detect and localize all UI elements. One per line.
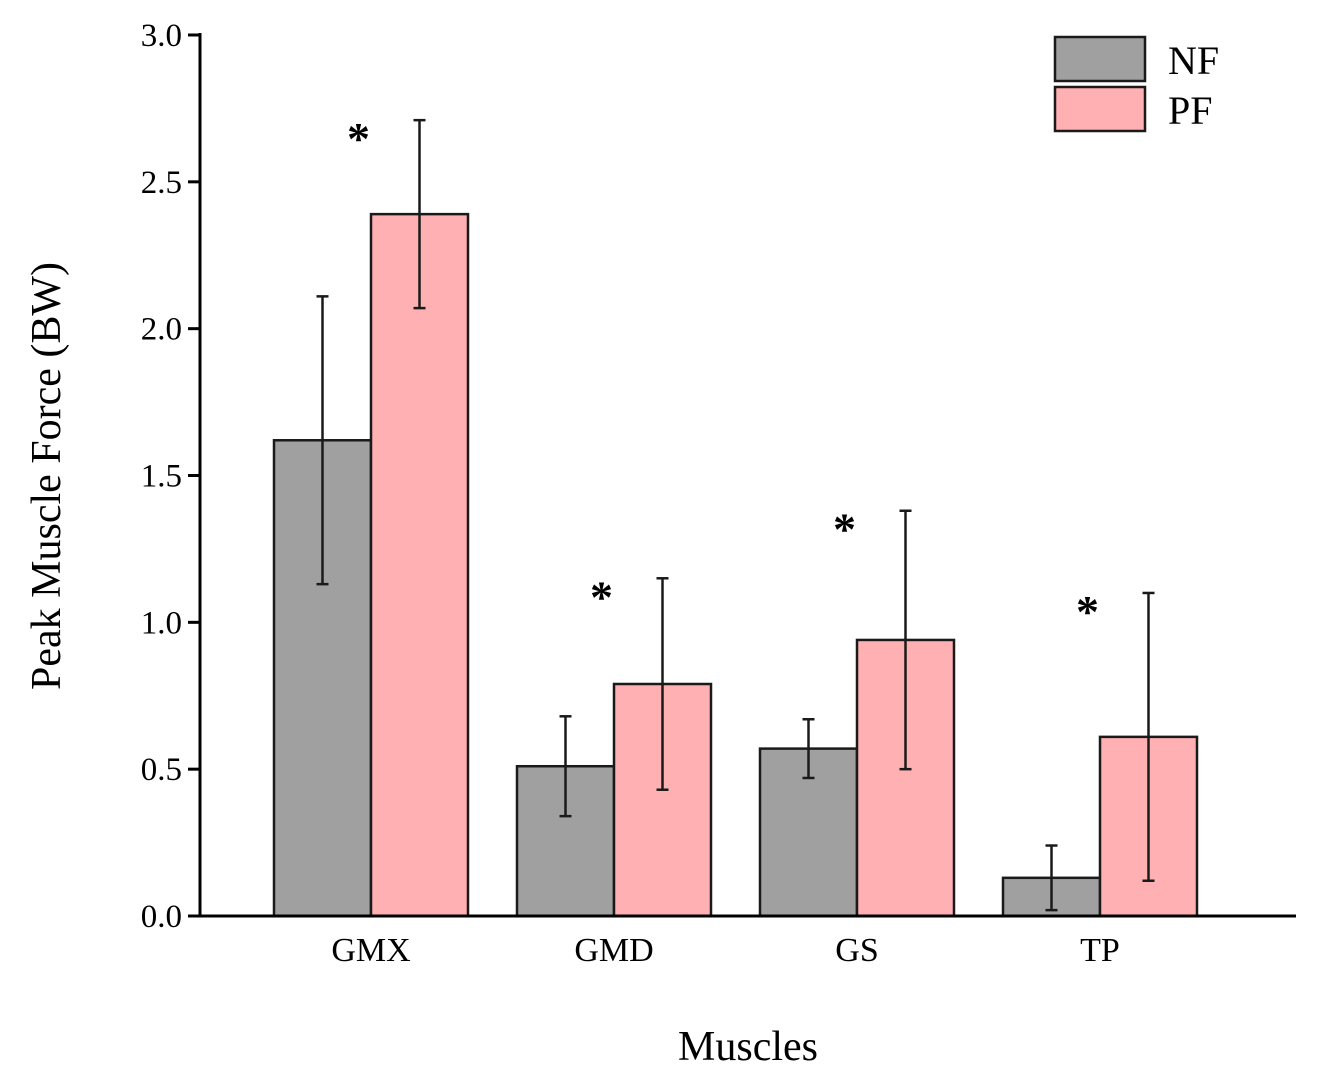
legend-label-nf: NF [1168, 38, 1219, 83]
x-tick-label-gmd: GMD [574, 932, 653, 969]
x-tick-label-gmx: GMX [331, 932, 410, 969]
y-tick-label-2.5: 2.5 [141, 165, 182, 201]
x-tick-label-gs: GS [835, 932, 878, 969]
legend-swatch-pf [1053, 85, 1147, 133]
x-axis-title: Muscles [678, 1024, 818, 1070]
y-tick-label-1.0: 1.0 [141, 605, 182, 641]
error-bar-pf-gmd [656, 577, 669, 791]
y-tick-label-3.0: 3.0 [141, 18, 182, 54]
y-tick-label-1.5: 1.5 [141, 459, 182, 495]
error-bars-layer [316, 118, 1155, 912]
legend: NF PF [1053, 35, 1219, 133]
y-tick-label-0.5: 0.5 [141, 752, 182, 788]
significance-markers-layer: * * * * [347, 113, 1099, 637]
error-bar-nf-tp [1045, 844, 1058, 912]
y-axis-title: Peak Muscle Force (BW) [24, 262, 70, 690]
bar-pf-gmx [369, 212, 470, 918]
bars-layer [272, 212, 1199, 918]
error-bar-nf-gs [802, 717, 815, 780]
y-tick-label-0.0: 0.0 [141, 899, 182, 935]
significance-marker-gmd: * [590, 571, 613, 622]
significance-marker-gs: * [833, 504, 856, 555]
significance-marker-gmx: * [347, 113, 370, 164]
error-bar-pf-tp [1142, 591, 1155, 883]
y-tick-label-2.0: 2.0 [141, 312, 182, 348]
legend-label-pf: PF [1168, 88, 1213, 133]
error-bar-pf-gs [899, 509, 912, 771]
x-tick-label-tp: TP [1080, 932, 1120, 969]
error-bar-pf-gmx [413, 118, 426, 310]
error-bar-nf-gmx [316, 295, 329, 586]
axes-layer: GMX GMD GS TP 0.0 0.5 1.0 1.5 2.0 2.5 3.0 [141, 18, 1296, 969]
legend-swatch-nf [1053, 35, 1147, 83]
error-bar-nf-gmd [559, 715, 572, 818]
significance-marker-tp: * [1076, 586, 1099, 637]
